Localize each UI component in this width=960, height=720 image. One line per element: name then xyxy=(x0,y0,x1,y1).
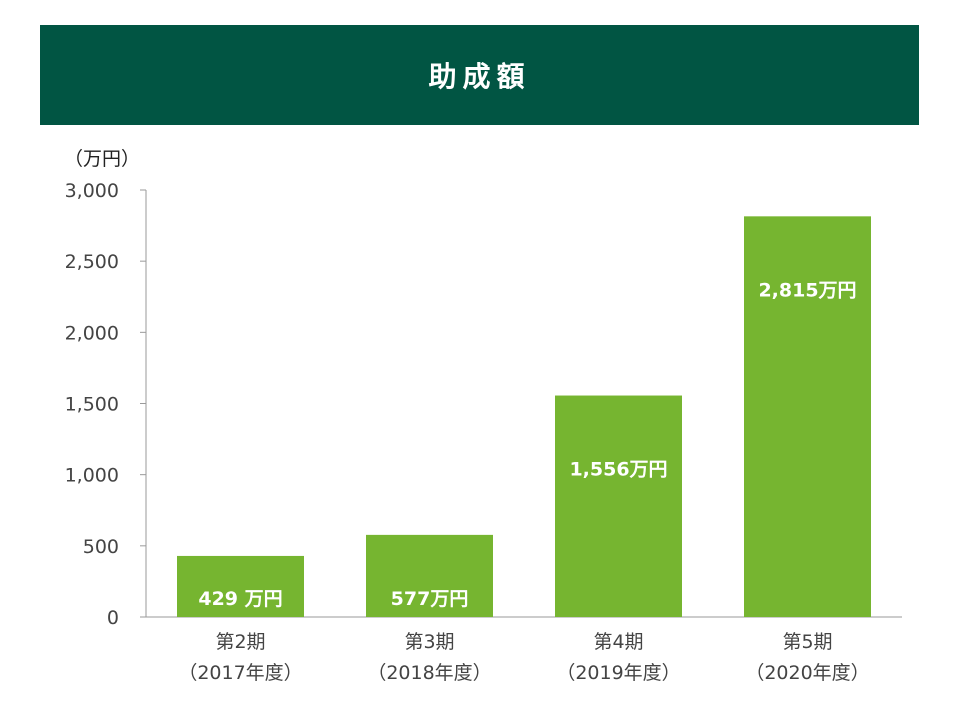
bar-data-label: 2,815万円 xyxy=(758,279,856,301)
x-category-label: 第2期 xyxy=(215,631,265,653)
y-tick-label: 500 xyxy=(83,536,119,558)
x-category-sublabel: （2020年度） xyxy=(745,662,869,684)
y-tick-label: 0 xyxy=(107,607,119,629)
bar xyxy=(744,216,871,617)
y-tick-label: 2,000 xyxy=(65,322,119,344)
y-tick-label: 1,500 xyxy=(65,394,119,416)
x-category-sublabel: （2019年度） xyxy=(556,662,680,684)
bar-data-label: 429 万円 xyxy=(198,588,282,610)
bar xyxy=(555,395,682,617)
bar xyxy=(366,534,493,617)
bar-data-label: 577万円 xyxy=(391,588,469,610)
x-category-sublabel: （2018年度） xyxy=(367,662,491,684)
y-axis-unit-label: （万円） xyxy=(64,148,141,170)
chart-header: 助成額 xyxy=(40,25,919,125)
bar-data-label: 1,556万円 xyxy=(569,459,667,481)
x-category-label: 第5期 xyxy=(782,631,832,653)
x-category-sublabel: （2017年度） xyxy=(178,662,302,684)
y-tick-label: 2,500 xyxy=(65,251,119,273)
y-tick-label: 1,000 xyxy=(65,465,119,487)
chart-title: 助成額 xyxy=(428,60,531,93)
bar xyxy=(177,555,304,617)
x-category-label: 第4期 xyxy=(593,631,643,653)
y-tick-label: 3,000 xyxy=(65,180,119,202)
x-category-label: 第3期 xyxy=(404,631,454,653)
